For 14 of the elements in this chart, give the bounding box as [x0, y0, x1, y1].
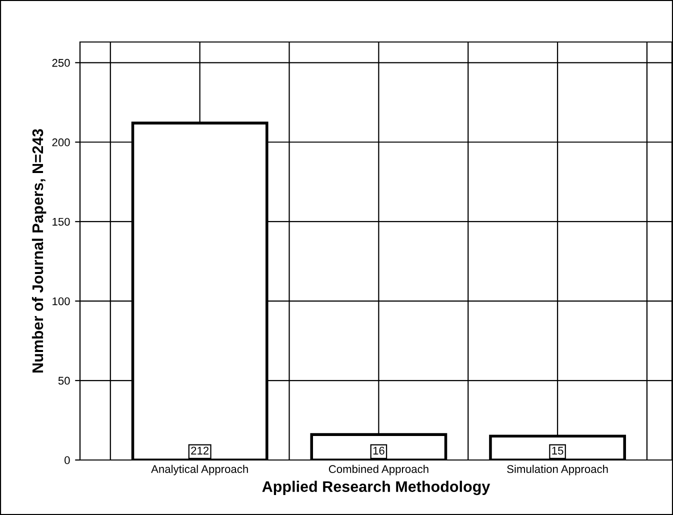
y-tick-label: 150 [52, 218, 70, 226]
x-tick-label: Simulation Approach [507, 464, 608, 476]
y-tick-label: 50 [58, 376, 70, 385]
y-tick-label: 250 [52, 58, 70, 67]
data-label: 16 [373, 446, 384, 455]
x-tick-label: Combined Approach [328, 464, 428, 476]
x-axis-title: Applied Research Methodology [262, 480, 490, 496]
x-tick-label: Analytical Approach [151, 464, 248, 476]
data-label: 212 [191, 446, 209, 455]
y-axis-title: Number of Journal Papers, N=243 [32, 129, 46, 372]
y-tick-label: 100 [52, 297, 70, 306]
y-tick-label: 200 [52, 138, 70, 146]
data-label: 15 [552, 446, 564, 455]
y-tick-label: 0 [64, 456, 70, 464]
